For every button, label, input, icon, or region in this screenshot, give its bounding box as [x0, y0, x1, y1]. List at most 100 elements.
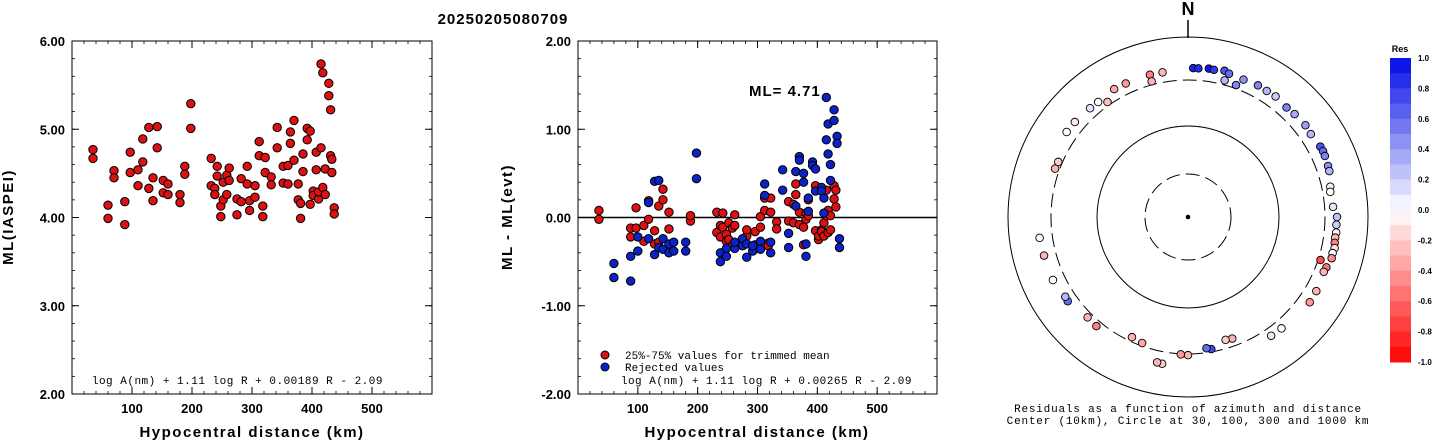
magnitude-point-station — [272, 122, 282, 133]
station-residual-point — [1158, 68, 1167, 77]
colorbar-tick-label: -1.0 — [1418, 358, 1432, 367]
magnitude-point-station — [327, 167, 337, 178]
magnitude-point-station — [232, 210, 242, 220]
magnitude-point-station — [138, 157, 148, 167]
residual-point-rejected — [803, 193, 814, 203]
legend-marker-trimmed — [600, 350, 610, 360]
station-residual-point — [1048, 275, 1058, 285]
residual-point-rejected — [829, 115, 839, 126]
magnitude-point-station — [242, 179, 252, 189]
residual-point-rejected — [609, 272, 619, 283]
residual-point-rejected — [721, 251, 732, 262]
residual-point-station — [831, 185, 841, 195]
magnitude-point-station — [163, 179, 173, 189]
magnitude-point-station — [285, 127, 296, 137]
magnitude-point-station — [180, 169, 190, 179]
ring-300km — [1050, 79, 1326, 355]
station-residual-point — [1271, 92, 1280, 101]
station-residual-point — [1085, 103, 1095, 113]
magnitude-point-station — [316, 59, 326, 69]
station-residual-point — [1050, 164, 1060, 173]
station-residual-point — [1209, 65, 1219, 75]
residual-point-station — [639, 220, 649, 231]
station-residual-point — [1103, 97, 1112, 107]
magnitude-point-station — [186, 123, 196, 134]
magnitude-point-station — [250, 181, 260, 191]
station-residual-point — [1326, 187, 1335, 197]
magnitude-point-station — [210, 189, 220, 200]
residual-point-rejected — [821, 135, 832, 145]
residual-point-rejected — [759, 179, 770, 189]
magnitude-point-station — [133, 165, 143, 175]
residual-point-station — [755, 222, 766, 232]
residual-point-rejected — [759, 190, 770, 201]
residual-point-rejected — [801, 239, 811, 249]
magnitude-point-station — [144, 122, 154, 133]
residual-equation: log A(nm) + 1.11 log R + 0.00265 R - 2.0… — [621, 376, 912, 388]
magnitude-point-station — [138, 134, 148, 144]
magnitude-point-station — [260, 152, 270, 163]
magnitude-point-station — [311, 165, 321, 175]
colorbar-cell — [1390, 58, 1411, 74]
residual-point-rejected — [609, 258, 619, 269]
magnitude-point-station — [125, 147, 135, 157]
residual-point-rejected — [658, 233, 668, 244]
magnitude-y-tick-label: 4.00 — [40, 211, 65, 226]
residual-point-rejected — [777, 185, 788, 195]
magnitude-y-tick-label: 5.00 — [40, 122, 65, 137]
station-residual-point — [1202, 344, 1211, 353]
magnitude-point-station — [289, 115, 299, 126]
station-residual-point — [1152, 358, 1162, 367]
station-residual-point — [1277, 324, 1286, 333]
event-magnitude-annotation: ML= 4.71 — [749, 83, 821, 100]
station-residual-point — [1183, 350, 1193, 360]
colorbar-cell — [1390, 164, 1411, 181]
magnitude-panel: 100 200 300 400 500 2.00 3.00 4.00 5.00 6.00 log … — [0, 34, 433, 441]
station-residual-point — [1127, 332, 1137, 342]
magnitude-point-station — [88, 153, 98, 164]
station-residual-point — [1092, 321, 1101, 331]
station-residual-point — [1328, 202, 1338, 212]
ring-100km — [1096, 125, 1280, 309]
residual-point-rejected — [681, 237, 691, 247]
residual-point-rejected — [834, 233, 845, 244]
magnitude-point-station — [242, 161, 252, 172]
residual-point-rejected — [681, 246, 691, 256]
residual-point-rejected — [649, 249, 660, 260]
colorbar-tick-label: 0.8 — [1418, 84, 1430, 93]
residual-point-station — [791, 189, 801, 200]
station-residual-point — [1224, 69, 1234, 79]
magnitude-point-station — [125, 167, 135, 178]
colorbar-tick-label: 0.0 — [1418, 206, 1430, 215]
magnitude-point-station — [236, 173, 246, 184]
magnitude-point-station — [212, 161, 222, 172]
magnitude-point-station — [327, 154, 337, 164]
station-residual-point — [1316, 255, 1325, 265]
station-residual-point — [1176, 350, 1186, 359]
station-residual-point — [1137, 338, 1147, 348]
colorbar-cell — [1390, 240, 1411, 257]
magnitude-point-station — [250, 192, 260, 202]
station-residual-point — [1306, 129, 1316, 139]
colorbar-tick-label: -0.6 — [1418, 297, 1432, 306]
residual-point-station — [664, 224, 674, 234]
station-residual-point — [1332, 220, 1341, 230]
magnitude-plot-frame — [71, 40, 433, 395]
residual-point-station — [685, 211, 696, 221]
magnitude-point-station — [103, 200, 113, 210]
magnitude-point-station — [244, 205, 255, 216]
magnitude-point-station — [206, 153, 216, 164]
residual-y-tick-label: -1.00 — [541, 299, 571, 314]
magnitude-point-station — [175, 197, 185, 208]
colorbar-cell — [1390, 255, 1411, 272]
magnitude-point-station — [152, 121, 162, 132]
residual-point-rejected — [798, 177, 809, 187]
residual-point-rejected — [625, 276, 636, 286]
residual-point-station — [631, 203, 641, 213]
magnitude-point-station — [329, 209, 339, 219]
station-residual-point — [1319, 267, 1328, 277]
station-residual-point — [1332, 212, 1342, 222]
station-residual-point — [1070, 117, 1080, 127]
colorbar-cell — [1390, 149, 1411, 165]
residual-point-station — [631, 223, 641, 233]
